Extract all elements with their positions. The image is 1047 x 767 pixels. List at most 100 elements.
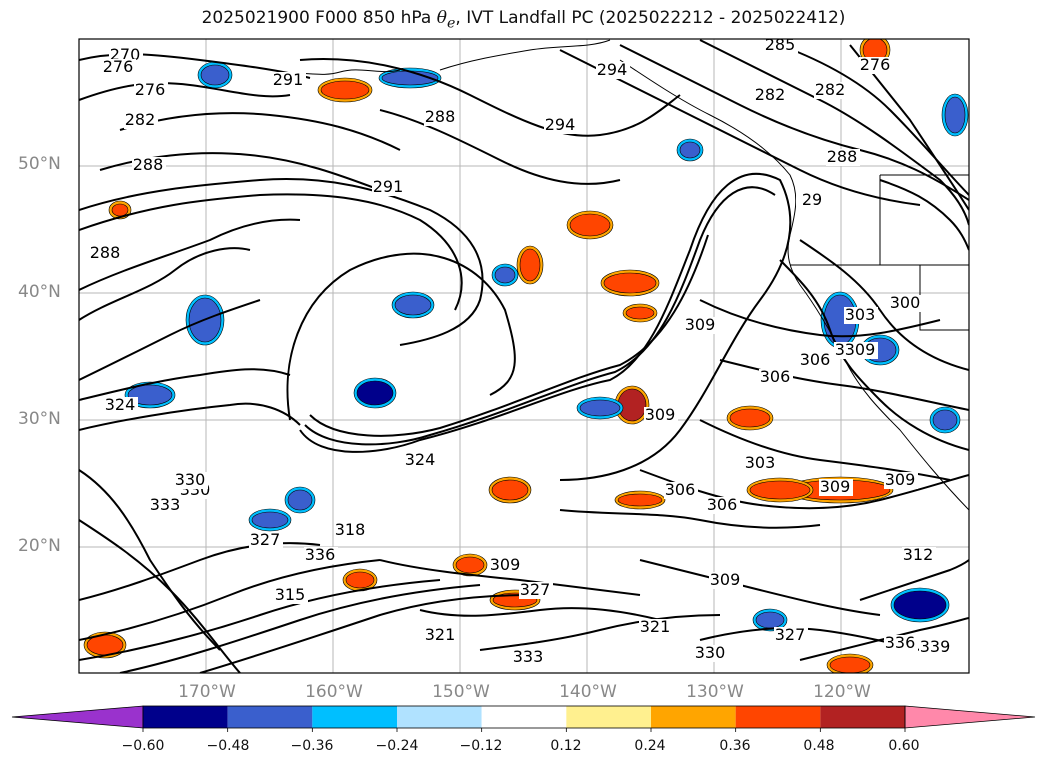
contour-label: 321 — [425, 625, 456, 644]
contour-label-bg — [826, 149, 860, 166]
lon-label-160: 160°W — [305, 682, 363, 702]
contour-label-bg — [334, 522, 368, 539]
contour-label: 282 — [125, 110, 156, 129]
colorbar-segment — [566, 706, 651, 728]
contour-label: 291 — [273, 70, 304, 89]
contour-label: 327 — [250, 530, 281, 549]
pc-anomaly-core — [749, 480, 811, 500]
pc-anomaly-core — [494, 266, 516, 284]
cb-tick-2: −0.48 — [206, 738, 250, 754]
contour-label-bg — [814, 82, 848, 99]
theta-e-contour — [79, 299, 261, 381]
pc-anomaly-core — [287, 489, 313, 511]
contour-label: 276 — [860, 55, 891, 74]
theta-e-contour — [286, 252, 516, 421]
contour-label-bg — [174, 472, 208, 489]
lon-label-150: 150°W — [432, 682, 490, 702]
pc-anomaly-core — [200, 64, 230, 86]
contour-label-bg — [124, 112, 158, 129]
theta-e-contour — [619, 44, 969, 201]
cb-tick-4: −0.24 — [375, 738, 419, 754]
pc-anomaly-core — [455, 556, 485, 574]
theta-e-contour — [119, 584, 481, 673]
theta-e-contour — [699, 299, 941, 338]
lon-label-130: 130°W — [686, 682, 744, 702]
contour-label-bg — [844, 307, 878, 324]
contour-label: 309 — [490, 555, 521, 574]
contour-label: 309 — [685, 315, 716, 334]
theta-e-contour — [79, 82, 291, 101]
pc-anomaly-core — [519, 248, 541, 282]
contour-label: 29 — [802, 190, 822, 209]
contour-label-bg — [102, 59, 136, 76]
theta-e-contour — [79, 247, 251, 321]
theta-e-contours — [79, 39, 969, 673]
contour-label: 339 — [920, 637, 951, 656]
contour-label-bg — [664, 482, 698, 499]
theta-e-contour — [639, 559, 881, 616]
contour-label-bg — [859, 57, 893, 74]
contour-label-bg — [884, 472, 918, 489]
contour-label-bg — [694, 645, 728, 662]
contour-label: 288 — [133, 155, 164, 174]
pc-anomaly-core — [569, 213, 611, 237]
pc-anomaly-core — [829, 656, 871, 673]
contour-label-bg — [89, 245, 123, 262]
contour-label: 309 — [820, 477, 851, 496]
pc-anomaly-core — [579, 399, 621, 417]
contour-label-bg — [489, 557, 523, 574]
contour-label-bg — [799, 352, 833, 369]
colorbar-segment — [735, 706, 821, 728]
pc-anomaly-core — [394, 294, 432, 316]
contour-label-bg — [884, 635, 918, 652]
contour-label-bg — [304, 547, 338, 564]
cb-tick-9: 0.48 — [803, 738, 835, 754]
contour-label: 336 — [885, 633, 916, 652]
contour-label-bg — [424, 109, 458, 126]
contour-label: 330 — [695, 643, 726, 662]
pc-anomaly-core — [603, 272, 657, 294]
contour-label-bg — [134, 82, 168, 99]
contour-label: 282 — [755, 85, 786, 104]
contour-label: 306 — [665, 480, 696, 499]
theta-e-contour — [879, 179, 969, 251]
theta-e-contour — [79, 218, 301, 291]
cb-tick-5: −0.12 — [459, 738, 503, 754]
contour-label: 309 — [645, 405, 676, 424]
colorbar-segment — [312, 706, 397, 728]
colorbar-segment — [651, 706, 736, 728]
theta-e-contour — [559, 509, 821, 529]
contour-label: 333 — [150, 495, 181, 514]
theta-e-contour — [379, 109, 621, 185]
contour-label: 306 — [800, 350, 831, 369]
theta-e-contour — [304, 186, 776, 446]
contour-label: 300 — [890, 293, 921, 312]
colorbar-outline — [142, 705, 906, 729]
pc-anomaly-core — [729, 408, 771, 428]
map-frame — [78, 38, 970, 674]
contour-label: 327 — [520, 580, 551, 599]
contour-label-bg — [796, 192, 830, 209]
lat-label-40: 40°N — [18, 282, 61, 302]
theta-e-contour — [79, 368, 291, 401]
contour-label: 288 — [425, 107, 456, 126]
theta-e-contour — [479, 614, 721, 651]
contour-label-bg — [104, 397, 138, 414]
theta-e-contour — [79, 559, 381, 641]
pc-shading — [83, 39, 969, 673]
colorbar-segment — [143, 706, 228, 728]
colorbar — [11, 705, 1036, 732]
theta-e-contour — [119, 112, 401, 151]
cb-tick-7: 0.24 — [634, 738, 666, 754]
contour-label: 288 — [827, 147, 858, 166]
contour-label: 324 — [105, 395, 136, 414]
contour-label-bg — [424, 627, 458, 644]
theta-e-contour — [309, 234, 709, 437]
theta-e-contour — [799, 617, 969, 661]
pc-anomaly-core — [679, 141, 701, 159]
pc-anomaly-core — [617, 493, 663, 507]
map-title: 2025021900 F000 850 hPa θe, IVT Landfall… — [201, 8, 846, 32]
colorbar-extend-left — [11, 705, 144, 729]
contour-label: 333 — [513, 647, 544, 666]
